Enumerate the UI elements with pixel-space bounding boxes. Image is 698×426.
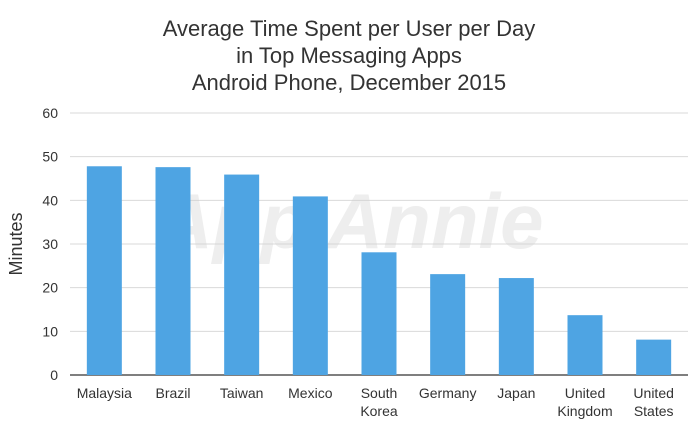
bar [224, 174, 260, 375]
y-axis-ticks: 0 10 20 30 40 50 60 [42, 105, 58, 383]
x-tick-label: Brazil [155, 385, 190, 401]
chart-title: Average Time Spent per User per Day in T… [163, 16, 536, 95]
x-tick-label: Japan [497, 385, 535, 401]
x-tick-label-line: Kingdom [557, 403, 612, 419]
x-tick-label: Taiwan [220, 385, 264, 401]
bar [155, 167, 191, 375]
y-axis-title: Minutes [6, 212, 26, 275]
x-tick-label-line: United [565, 385, 605, 401]
x-tick-label-line: Brazil [155, 385, 190, 401]
x-tick-label-line: South [361, 385, 398, 401]
bar [498, 278, 534, 375]
y-tick-label: 10 [42, 323, 58, 339]
x-tick-label-line: States [634, 403, 674, 419]
x-tick-label: Malaysia [77, 385, 132, 401]
chart-title-line-3: Android Phone, December 2015 [192, 70, 506, 95]
x-tick-label-line: Taiwan [220, 385, 264, 401]
bars [86, 166, 672, 375]
x-tick-label: Mexico [288, 385, 333, 401]
x-tick-label-line: Mexico [288, 385, 333, 401]
x-tick-label-line: Germany [419, 385, 477, 401]
bar [292, 196, 328, 375]
y-tick-label: 60 [42, 105, 58, 121]
x-tick-label: South Korea [360, 385, 398, 419]
bar [636, 339, 672, 375]
x-tick-label-line: Japan [497, 385, 535, 401]
bar [430, 274, 466, 375]
watermark-logo: App Annie [154, 177, 543, 265]
x-tick-label-line: Malaysia [77, 385, 132, 401]
bar [361, 252, 397, 375]
chart-title-line-2: in Top Messaging Apps [236, 43, 462, 68]
x-tick-label: United States [633, 385, 673, 419]
x-axis-labels: Malaysia Brazil Taiwan Mexico South Korea Germ… [77, 385, 674, 419]
y-tick-label: 40 [42, 192, 58, 208]
y-tick-label: 30 [42, 236, 58, 252]
x-tick-label-line: Korea [360, 403, 398, 419]
y-tick-label: 20 [42, 280, 58, 296]
y-tick-label: 50 [42, 149, 58, 165]
bar [86, 166, 122, 375]
bar [567, 315, 603, 375]
x-tick-label: United Kingdom [557, 385, 612, 419]
x-tick-label-line: United [633, 385, 673, 401]
y-tick-label: 0 [50, 367, 58, 383]
x-tick-label: Germany [419, 385, 477, 401]
chart-title-line-1: Average Time Spent per User per Day [163, 16, 536, 41]
